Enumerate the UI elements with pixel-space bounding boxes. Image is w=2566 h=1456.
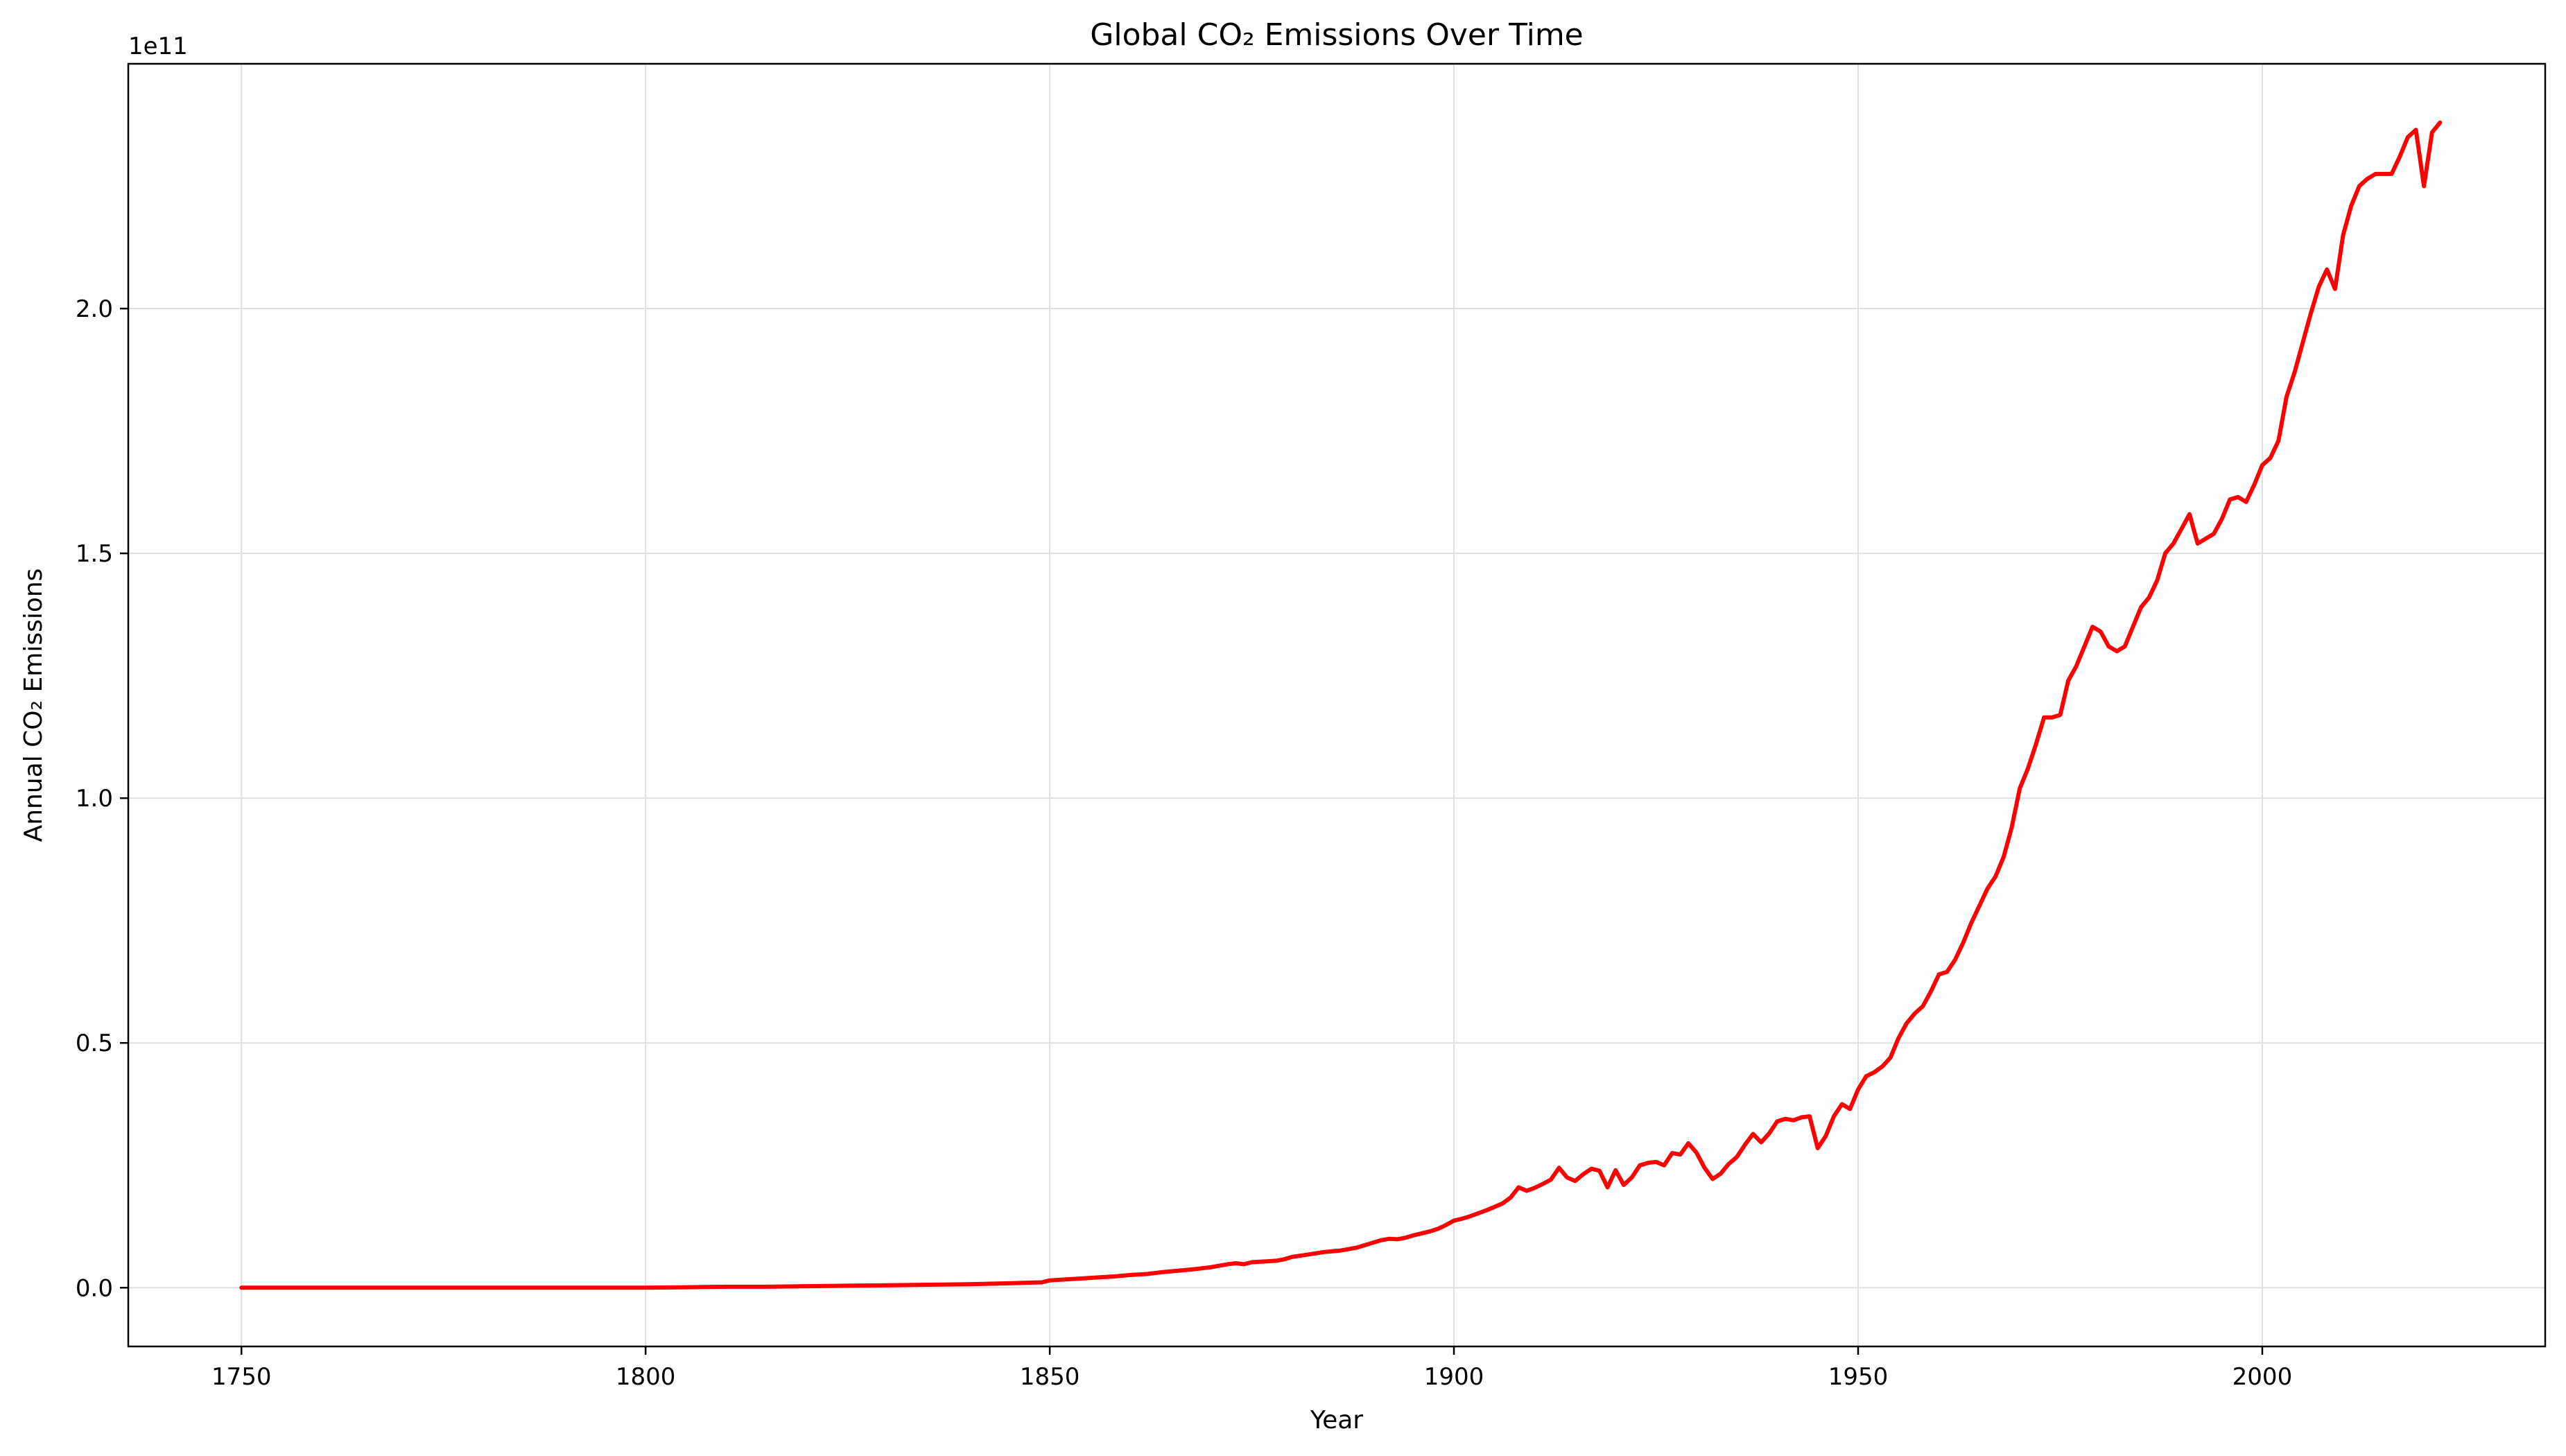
emissions-series-line xyxy=(239,120,2443,1290)
x-tick-label: 1800 xyxy=(616,1363,676,1391)
x-tick-label: 1850 xyxy=(1020,1363,1080,1391)
plot-area-background xyxy=(128,64,2545,1346)
grid-lines xyxy=(128,64,2545,1346)
y-axis-label: Annual CO₂ Emissions xyxy=(19,569,48,842)
x-tick-label: 1900 xyxy=(1424,1363,1484,1391)
plot-frame xyxy=(127,62,2547,1348)
x-axis-label: Year xyxy=(1310,1406,1363,1435)
series-layer xyxy=(239,120,2443,1290)
y-tick-label: 2.0 xyxy=(76,295,113,323)
y-tick-label: 0.5 xyxy=(76,1030,113,1057)
y-axis-offset-label: 1e11 xyxy=(128,33,188,60)
x-axis-ticks: 1750 1800 1850 1900 1950 2000 xyxy=(211,1346,2292,1391)
chart-title: Global CO₂ Emissions Over Time xyxy=(1090,17,1584,53)
y-axis-ticks: 0.0 0.5 1.0 1.5 2.0 xyxy=(76,295,128,1302)
x-tick-label: 1750 xyxy=(211,1363,272,1391)
x-tick-label: 1950 xyxy=(1828,1363,1889,1391)
x-tick-label: 2000 xyxy=(2233,1363,2293,1391)
y-tick-label: 1.5 xyxy=(76,540,113,568)
y-tick-label: 1.0 xyxy=(76,785,113,813)
y-tick-label: 0.0 xyxy=(76,1274,113,1302)
